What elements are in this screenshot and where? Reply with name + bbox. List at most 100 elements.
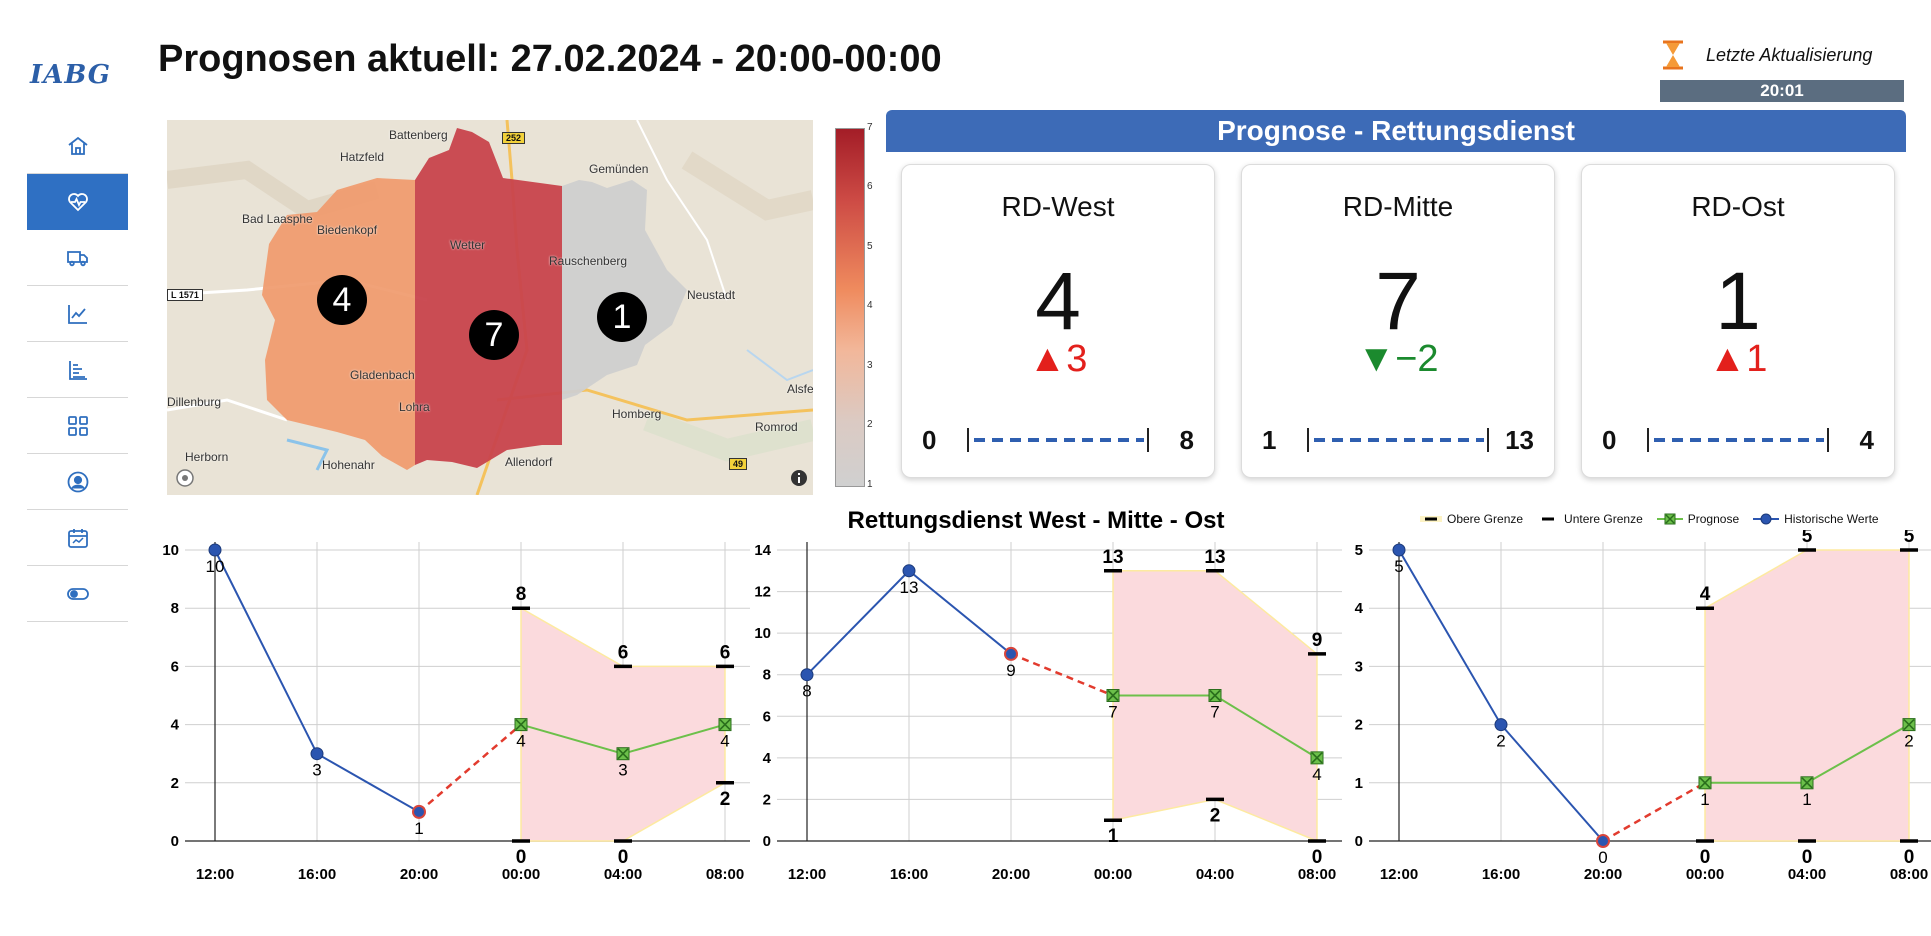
upper-bound-label: 13	[1204, 547, 1225, 568]
y-tick-label: 0	[763, 833, 771, 850]
truck-icon	[66, 250, 88, 266]
kpi-range-gauge	[967, 428, 1149, 452]
y-tick-label: 10	[162, 542, 179, 559]
kpi-card-delta: ▲1	[1708, 338, 1768, 380]
sidebar-item-home[interactable]	[27, 118, 128, 174]
map-place-label: Homberg	[612, 407, 662, 421]
history-value-label: 0	[1598, 848, 1607, 867]
lower-bound-label: 1	[1108, 826, 1119, 847]
forecast-point-cross	[1699, 777, 1711, 789]
y-tick-label: 2	[763, 791, 771, 808]
y-tick-label: 8	[171, 600, 179, 617]
lower-bound-label: 0	[1904, 847, 1915, 868]
legend-upper-marker	[1420, 516, 1442, 522]
x-tick-label: 16:00	[890, 866, 928, 883]
history-value-label: 9	[1006, 661, 1015, 680]
forecast-point-cross	[1311, 752, 1323, 764]
history-value-label: 3	[312, 761, 321, 780]
forecast-value-label: 4	[720, 732, 729, 751]
y-tick-label: 10	[754, 625, 771, 642]
kpi-card-title: RD-Mitte	[1342, 191, 1454, 222]
forecast-value-label: 4	[1312, 765, 1321, 784]
y-tick-label: 2	[1355, 717, 1363, 734]
upper-bound-label: 5	[1904, 530, 1915, 547]
region-map[interactable]: Battenberg Hatzfeld Gemünden Bad Laasphe…	[167, 120, 813, 495]
upper-bound-label: 13	[1102, 547, 1123, 568]
history-point	[208, 543, 222, 557]
sidebar-item-dashboard[interactable]	[27, 398, 128, 454]
x-tick-label: 00:00	[1686, 866, 1724, 883]
y-tick-label: 8	[763, 667, 771, 684]
region-marker-mitte: 7	[469, 310, 519, 360]
history-point	[310, 747, 324, 761]
region-mitte[interactable]	[415, 128, 562, 468]
map-place-label: Herborn	[185, 450, 229, 464]
kpi-card-value: 7	[1375, 256, 1421, 347]
map-place-label: Neustadt	[687, 288, 736, 302]
user-circle-icon	[67, 471, 88, 492]
x-tick-label: 08:00	[706, 866, 744, 883]
x-tick-label: 04:00	[1196, 866, 1234, 883]
sidebar-item-rettungsdienst[interactable]	[27, 174, 128, 230]
road-badge: 252	[502, 132, 526, 144]
map-place-label: Lohra	[399, 400, 430, 414]
sidebar-item-calendar[interactable]	[27, 510, 128, 566]
legend-label: Historische Werte	[1784, 512, 1879, 526]
kpi-range-gauge	[1307, 428, 1489, 452]
map-canvas	[167, 120, 813, 495]
legend-item-history[interactable]: Historische Werte	[1753, 512, 1879, 526]
legend-item-lower[interactable]: Untere Grenze	[1537, 512, 1643, 526]
history-point	[1392, 543, 1406, 557]
sidebar-item-settings[interactable]	[27, 566, 128, 622]
lower-bound-label: 2	[720, 789, 731, 810]
kpi-range-max: 13	[1505, 425, 1534, 455]
map-place-label: Hatzfeld	[340, 150, 385, 164]
map-info-icon[interactable]	[789, 468, 809, 488]
y-tick-label: 4	[763, 750, 772, 767]
sidebar	[27, 118, 128, 622]
colorbar-tick: 2	[867, 419, 873, 430]
kpi-card-mitte: RD-Mitte 7 ▼−2 1 13	[1241, 164, 1555, 478]
chart-ost: 0 1 2 3 4 5 12:00 16:00 20:00 00:00 04:00 08:00 4 0 5 0…	[1355, 530, 1931, 883]
x-tick-label: 00:00	[502, 866, 540, 883]
history-point	[1004, 646, 1018, 661]
map-place-label: Romrod	[755, 420, 798, 434]
x-tick-label: 20:00	[400, 866, 438, 883]
history-point	[1494, 718, 1508, 732]
page-title: Prognosen aktuell: 27.02.2024 - 20:00-00…	[158, 38, 942, 80]
map-place-label: Hohenahr	[322, 458, 375, 472]
lower-bound-label: 0	[1312, 847, 1323, 868]
y-tick-label: 0	[171, 833, 179, 850]
y-tick-label: 4	[1355, 600, 1364, 617]
legend-forecast-marker	[1656, 513, 1683, 525]
home-icon	[67, 136, 88, 155]
map-place-label: Dillenburg	[167, 395, 222, 409]
legend-lower-marker	[1542, 517, 1555, 521]
forecast-value-label: 1	[1700, 790, 1709, 809]
kpi-range-min: 0	[922, 425, 937, 455]
kpi-card-delta: ▲3	[1028, 338, 1088, 380]
x-tick-label: 20:00	[1584, 866, 1622, 883]
sidebar-item-statistics[interactable]	[27, 286, 128, 342]
legend-item-forecast[interactable]: Prognose	[1656, 512, 1739, 526]
x-tick-label: 16:00	[1482, 866, 1520, 883]
colorbar-tick: 7	[867, 122, 873, 133]
kpi-card-west: RD-West 4 ▲3 0 8	[901, 164, 1215, 478]
kpi-range-gauge	[1647, 428, 1829, 452]
sidebar-item-profile[interactable]	[27, 454, 128, 510]
kpi-card-delta: ▼−2	[1357, 338, 1439, 380]
region-ost[interactable]	[562, 180, 687, 400]
toggle-icon	[66, 587, 89, 600]
x-tick-label: 08:00	[1890, 866, 1928, 883]
map-place-label: Gemünden	[589, 162, 649, 176]
sidebar-item-transport[interactable]	[27, 230, 128, 286]
legend-item-upper[interactable]: Obere Grenze	[1420, 512, 1523, 526]
heart-pulse-icon	[67, 192, 88, 211]
map-place-label: Battenberg	[389, 128, 448, 142]
forecast-value-label: 3	[618, 761, 627, 780]
y-tick-label: 4	[171, 717, 180, 734]
chart-legend: Obere Grenze Untere Grenze Prognose Hist…	[1420, 512, 1879, 526]
sidebar-item-ranking[interactable]	[27, 342, 128, 398]
y-tick-label: 6	[763, 708, 771, 725]
